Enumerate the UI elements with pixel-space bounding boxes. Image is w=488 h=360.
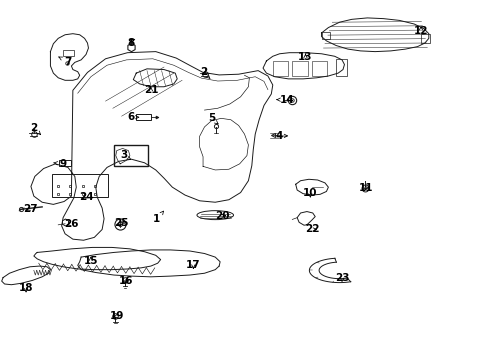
Text: 15: 15 bbox=[83, 256, 98, 266]
Text: 7: 7 bbox=[59, 57, 72, 67]
Text: 3: 3 bbox=[120, 150, 130, 160]
Text: 19: 19 bbox=[109, 311, 123, 321]
Text: 16: 16 bbox=[119, 276, 134, 286]
Text: 20: 20 bbox=[215, 211, 229, 221]
Text: 13: 13 bbox=[298, 52, 312, 62]
Text: 2: 2 bbox=[200, 67, 209, 78]
Text: 18: 18 bbox=[19, 283, 33, 293]
Text: 10: 10 bbox=[303, 188, 317, 198]
Text: 25: 25 bbox=[114, 218, 129, 228]
Text: 22: 22 bbox=[305, 225, 319, 234]
Text: 9: 9 bbox=[54, 159, 66, 169]
Text: 14: 14 bbox=[276, 95, 294, 105]
Text: 1: 1 bbox=[153, 211, 163, 224]
Text: 4: 4 bbox=[275, 131, 287, 141]
Text: 23: 23 bbox=[334, 273, 348, 283]
Text: 26: 26 bbox=[64, 219, 79, 229]
Text: 27: 27 bbox=[22, 204, 37, 214]
Text: 21: 21 bbox=[143, 85, 158, 95]
Text: 17: 17 bbox=[185, 260, 200, 270]
Text: 11: 11 bbox=[358, 183, 373, 193]
Text: 5: 5 bbox=[207, 113, 218, 124]
Text: 2: 2 bbox=[30, 123, 41, 135]
Text: 24: 24 bbox=[79, 192, 93, 202]
Text: 12: 12 bbox=[413, 26, 427, 36]
Text: 8: 8 bbox=[127, 38, 135, 48]
Text: 6: 6 bbox=[127, 112, 139, 122]
